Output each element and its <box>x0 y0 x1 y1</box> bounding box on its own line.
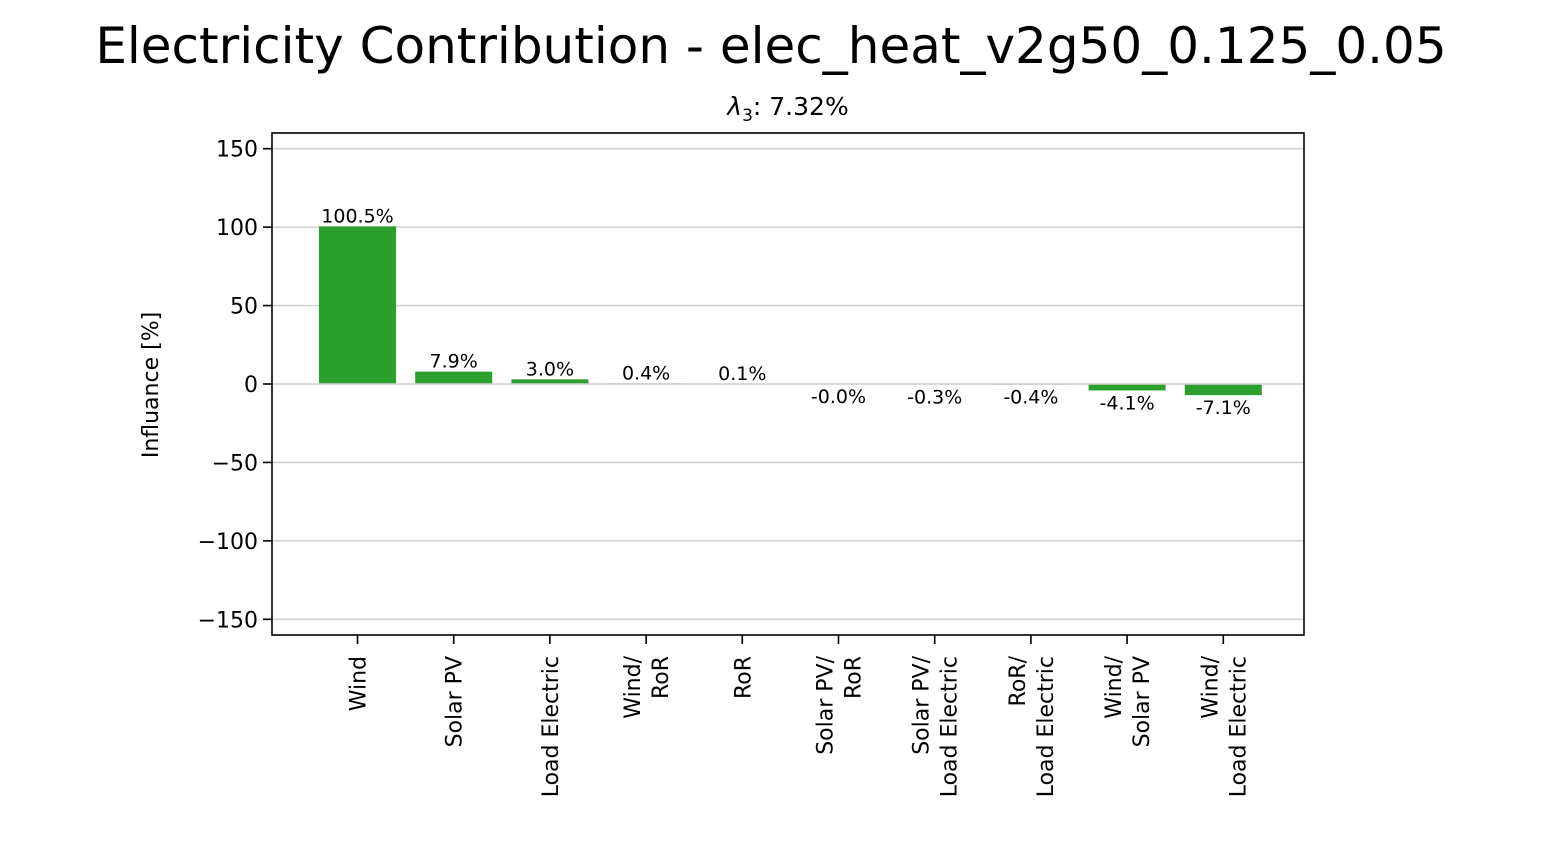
x-tick-label-line: Load Electric <box>539 656 564 797</box>
x-tick-label-line: RoR <box>649 656 674 699</box>
x-tick-label: Wind/Solar PV <box>1102 655 1155 747</box>
x-tick-label: Solar PV/RoR <box>814 655 867 754</box>
x-tick-label: Wind <box>347 656 372 711</box>
subtitle-value: : 7.32% <box>753 92 849 121</box>
x-tick-label-line: Wind/ <box>1198 655 1223 718</box>
x-tick-label: Wind/RoR <box>621 655 674 718</box>
x-tick-label-line: Load Electric <box>1226 656 1251 797</box>
x-tick-label: Wind/Load Electric <box>1198 655 1251 797</box>
y-tick-label: 0 <box>244 373 258 398</box>
x-tick-label-line: RoR/ <box>1006 655 1031 706</box>
y-axis-ticks: 150 100 50 0 −50 −100 −150 <box>198 138 272 634</box>
x-tick-label: Solar PV/Load Electric <box>910 655 963 797</box>
bar-value-label: -0.0% <box>811 386 866 408</box>
x-tick-label: RoR/Load Electric <box>1006 655 1059 797</box>
y-tick-label: 150 <box>216 138 258 163</box>
x-tick-label: Solar PV <box>443 656 468 747</box>
bar-value-label: 0.1% <box>718 363 766 385</box>
bar-value-label: 3.0% <box>526 358 574 380</box>
y-tick-label: −100 <box>198 530 258 555</box>
x-tick-label: Load Electric <box>539 656 564 797</box>
x-tick-label-line: Solar PV <box>443 656 468 747</box>
x-tick-label-line: Load Electric <box>1034 656 1059 797</box>
y-tick-label: −50 <box>212 451 258 476</box>
x-tick-label-line: RoR <box>731 656 756 699</box>
x-tick-label-line: Load Electric <box>938 656 963 797</box>
bar-value-label: -0.4% <box>1003 387 1058 409</box>
bar <box>1185 384 1262 395</box>
chart-title: Electricity Contribution - elec_heat_v2g… <box>95 17 1446 75</box>
x-tick-label-line: Solar PV/ <box>814 655 839 754</box>
bar <box>415 372 492 384</box>
y-tick-label: 100 <box>216 216 258 241</box>
x-tick-label-line: Wind <box>347 656 372 711</box>
x-tick-label-line: Solar PV <box>1130 656 1155 747</box>
bar <box>319 226 396 384</box>
bar <box>1089 384 1166 390</box>
x-tick-label-line: Wind/ <box>621 655 646 718</box>
y-axis-label: Influance [%] <box>139 312 164 458</box>
bar-value-label: 0.4% <box>622 362 670 384</box>
y-tick-label: −150 <box>198 608 258 633</box>
subtitle-subscript: 3 <box>742 106 753 126</box>
x-tick-label-line: Solar PV/ <box>910 655 935 754</box>
x-tick-label-line: RoR <box>842 656 867 699</box>
chart-subtitle: λ3: 7.32% <box>725 92 848 126</box>
subtitle-symbol: λ <box>725 92 742 121</box>
bar-value-label: 100.5% <box>321 205 393 227</box>
bar-value-label: -4.1% <box>1100 392 1155 414</box>
bar-value-label: -0.3% <box>907 386 962 408</box>
y-tick-label: 50 <box>230 295 258 320</box>
bar-value-label: 7.9% <box>430 351 478 373</box>
bar-value-label: -7.1% <box>1196 397 1251 419</box>
x-tick-label: RoR <box>731 656 756 699</box>
x-tick-label-line: Wind/ <box>1102 655 1127 718</box>
